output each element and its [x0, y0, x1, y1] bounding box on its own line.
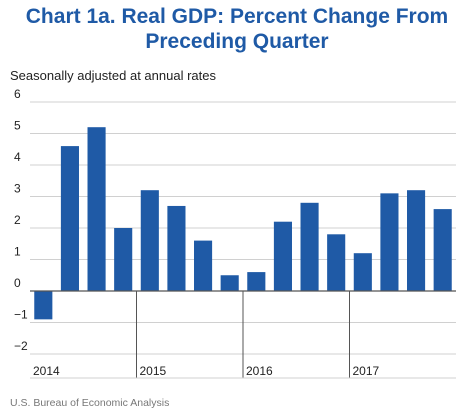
bar	[194, 240, 213, 291]
x-tick-label: 2017	[353, 364, 380, 378]
chart-title-line-2: Preceding Quarter	[145, 30, 329, 53]
bar	[114, 228, 133, 291]
bar	[34, 291, 53, 320]
y-tick-label: 4	[14, 150, 21, 164]
bar	[140, 190, 159, 291]
bar	[300, 202, 319, 291]
bar	[273, 221, 292, 291]
y-tick-label: 1	[14, 245, 21, 259]
y-tick-label: 3	[14, 182, 21, 196]
y-tick-label: 0	[14, 276, 21, 290]
chart-subtitle: Seasonally adjusted at annual rates	[10, 68, 216, 83]
y-tick-label: −2	[14, 339, 28, 353]
chart-title: Chart 1a. Real GDP: Percent Change From …	[0, 4, 474, 54]
bar	[167, 205, 186, 291]
y-tick-label: 5	[14, 119, 21, 133]
bar	[407, 190, 426, 291]
bar	[433, 209, 452, 291]
bar	[247, 272, 266, 291]
bar	[87, 127, 106, 291]
y-tick-label: 2	[14, 213, 21, 227]
source-note: U.S. Bureau of Economic Analysis	[10, 397, 170, 409]
x-tick-label: 2015	[140, 364, 167, 378]
x-tick-label: 2014	[33, 364, 60, 378]
bar	[380, 193, 399, 291]
y-tick-label: −1	[14, 308, 28, 322]
chart-title-line-1: Chart 1a. Real GDP: Percent Change From	[25, 5, 449, 28]
bar	[327, 234, 346, 291]
y-tick-label: 6	[14, 87, 21, 101]
bar	[353, 253, 372, 291]
bar	[220, 275, 239, 291]
bar	[60, 146, 79, 291]
x-tick-label: 2016	[246, 364, 273, 378]
